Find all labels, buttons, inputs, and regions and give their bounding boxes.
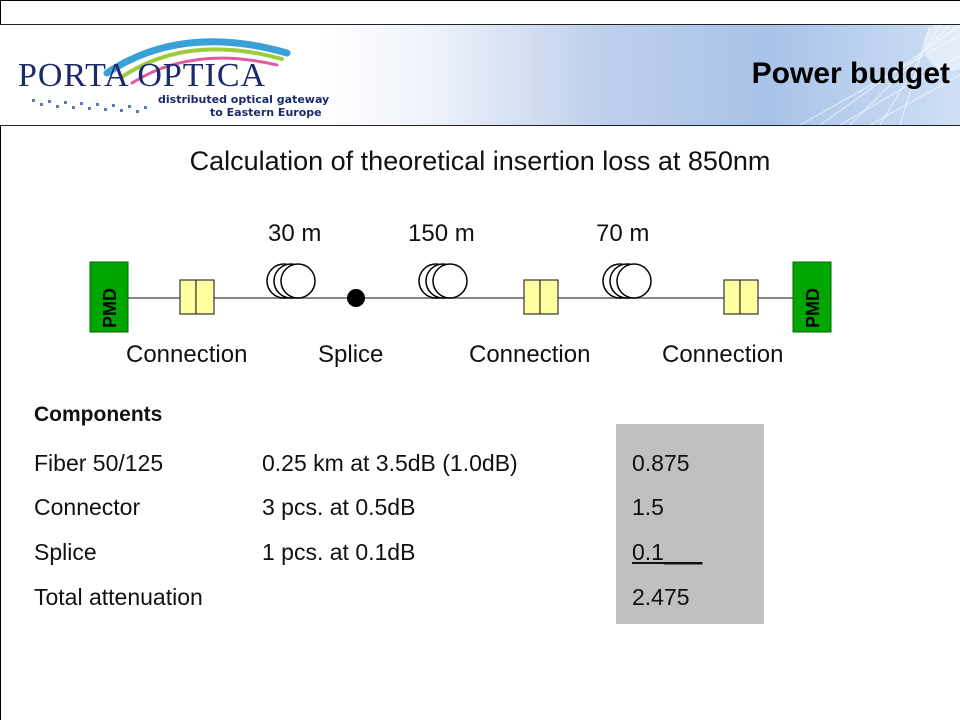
pmd-right-label: PMD (803, 288, 823, 328)
connector-symbol-1 (179, 279, 215, 315)
subtitle: Calculation of theoretical insertion los… (189, 146, 771, 176)
row-fiber-detail: 0.25 km at 3.5dB (1.0dB) (262, 450, 518, 476)
row-connector-detail: 3 pcs. at 0.5dB (262, 494, 416, 520)
pmd-left-box (89, 261, 129, 333)
logo-wordmark: PORTA OPTICA (18, 57, 267, 94)
row-fiber-value: 0.875 (632, 450, 690, 476)
logo-arc-icon (32, 38, 291, 113)
length-label-1: 30 m (268, 220, 322, 247)
row-total-value: 2.475 (632, 584, 690, 610)
logo-tagline-line2: to Eastern Europe (210, 106, 322, 119)
length-label-2: 150 m (408, 220, 475, 247)
components-heading: Components (34, 403, 163, 426)
porta-optica-logo: PORTA OPTICA distributed optical gateway… (12, 33, 329, 121)
row-splice-value: 0.1___ (632, 539, 703, 565)
label-connection-1: Connection (126, 341, 248, 368)
logo-tagline-line1: distributed optical gateway (158, 93, 330, 106)
frame-left-border (0, 0, 1, 720)
fiber-coil-icon-1 (266, 263, 316, 299)
row-splice-name: Splice (34, 539, 97, 565)
length-label-3: 70 m (596, 220, 650, 247)
value-column-background (616, 424, 764, 624)
row-connector-name: Connector (34, 494, 141, 520)
slide-title: Power budget (751, 57, 950, 90)
connector-symbol-2 (523, 279, 559, 315)
splice-dot-icon (347, 289, 365, 307)
pmd-right-box (792, 261, 832, 333)
pmd-left-label: PMD (100, 288, 120, 328)
row-connector-value: 1.5 (632, 494, 664, 520)
fiber-coil-icon-3 (602, 263, 652, 299)
label-connection-3: Connection (662, 341, 784, 368)
row-fiber-name: Fiber 50/125 (34, 450, 164, 476)
fiber-link-diagram: PMD PMD (89, 261, 832, 333)
row-total-name: Total attenuation (34, 584, 203, 610)
label-splice: Splice (318, 341, 384, 368)
connector-symbol-3 (723, 279, 759, 315)
slide-header: PORTA OPTICA distributed optical gateway… (0, 24, 960, 126)
frame-top-border (0, 0, 960, 1)
fiber-coil-icon-2 (418, 263, 468, 299)
label-connection-2: Connection (469, 341, 591, 368)
fiber-rays-decoration (799, 25, 960, 125)
row-splice-detail: 1 pcs. at 0.1dB (262, 539, 416, 565)
